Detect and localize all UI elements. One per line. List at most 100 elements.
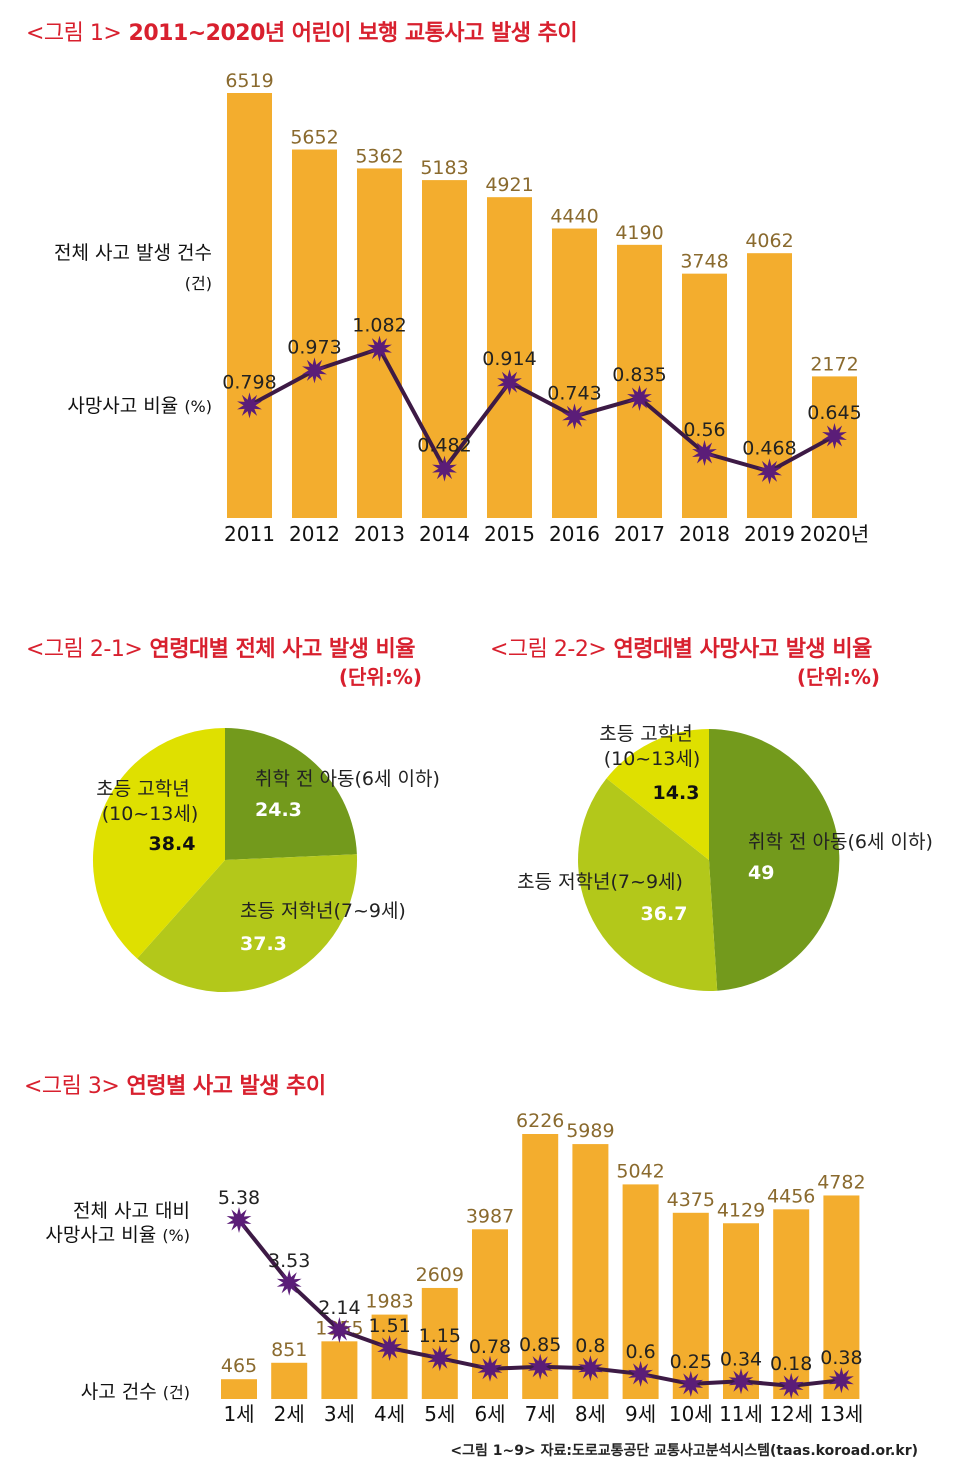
fig3-bar-5세	[421, 1287, 458, 1399]
fig3-bar-label-4세: 1983	[365, 1291, 413, 1313]
fig1-bar-label-2015: 4921	[485, 174, 533, 196]
fig1-rate-label-2012: 0.973	[287, 336, 341, 358]
fig1-bar-label-2012: 5652	[290, 127, 338, 149]
fig1-bar-label-2019: 4062	[745, 230, 793, 252]
fig1-rate-marker-2013	[367, 335, 392, 362]
fig1-rate-line	[248, 346, 836, 474]
fig3-bar-label-9세: 5042	[616, 1160, 664, 1182]
pie1-slice-1	[137, 854, 358, 993]
pie1-slice-2	[92, 727, 225, 959]
fig3-count-label-text: 사고 건수	[80, 1381, 157, 1403]
fig3-rate-label-2세: 3.53	[268, 1250, 310, 1272]
fig1-rate-label-text: 사망사고 비율	[67, 395, 179, 417]
fig3-bar-label-2세: 851	[271, 1339, 307, 1361]
fig1-bar-label-2011: 6519	[225, 70, 273, 92]
fig3-xtick-2세: 2세	[274, 1402, 305, 1426]
fig21-title: <그림 2-1> 연령대별 전체 사고 발생 비율	[26, 631, 415, 663]
fig1-xtick-2019: 2019	[744, 522, 795, 546]
pie1-value-2: 38.4	[149, 833, 196, 855]
fig1-rate-marker-2018	[692, 440, 717, 466]
fig3-xtick-7세: 7세	[525, 1402, 556, 1426]
pie2-value-0: 49	[748, 862, 774, 884]
fig1-xtick-2016: 2016	[549, 522, 600, 546]
fig1-xtick-2018: 2018	[679, 522, 730, 546]
pie1-label-0: 취학 전 아동(6세 이하)	[255, 768, 440, 790]
fig3-xtick-3세: 3세	[324, 1402, 355, 1426]
fig21-unit: (단위:%)	[338, 665, 422, 689]
fig1-xtick-2014: 2014	[419, 522, 470, 546]
fig1-total-unit: (건)	[184, 274, 212, 293]
fig3-count-label: 사고 건수 (건)	[81, 1377, 190, 1404]
fig1-rate-marker-2017	[627, 385, 652, 411]
fig3-rate-label-4세: 1.51	[368, 1315, 410, 1337]
fig3-bar-label-8세: 5989	[566, 1120, 614, 1142]
fig3-rate-marker-6세	[477, 1355, 503, 1382]
fig3-bar-2세	[271, 1362, 308, 1399]
fig3-rate-label-1세: 5.38	[218, 1187, 260, 1209]
fig3-rate-label-7세: 0.85	[519, 1334, 561, 1356]
fig1-bar-2012	[292, 149, 337, 518]
fig1-rate-marker-2020년	[822, 423, 847, 449]
fig3-bar-label-10세: 4375	[667, 1189, 715, 1211]
fig22-title: <그림 2-2> 연령대별 사망사고 발생 비율	[490, 631, 872, 663]
fig21-title-prefix: <그림 2-1>	[26, 637, 143, 662]
fig1-bar-2017	[617, 244, 662, 518]
fig1-title-prefix: <그림 1>	[26, 21, 122, 46]
fig22-title-text: 연령대별 사망사고 발생 비율	[613, 637, 872, 662]
fig3-title-text: 연령별 사고 발생 추이	[126, 1074, 327, 1099]
fig3-xtick-12세: 12세	[769, 1402, 813, 1426]
fig1-bar-label-2013: 5362	[355, 145, 403, 167]
fig22-unit: (단위:%)	[796, 665, 880, 689]
pie1-label-2a: 초등 고학년	[96, 778, 189, 800]
fig1-bar-2011	[227, 93, 272, 518]
fig1-xtick-2017: 2017	[614, 522, 665, 546]
fig1-rate-label-2016: 0.743	[547, 382, 601, 404]
fig3-rate-marker-13세	[829, 1367, 854, 1394]
pie2-slice-0	[709, 729, 840, 991]
fig3-rate-marker-11세	[728, 1368, 754, 1395]
fig3-xtick-13세: 13세	[819, 1402, 863, 1426]
fig1-rate-label-2015: 0.914	[482, 348, 536, 370]
fig3-xtick-4세: 4세	[374, 1402, 405, 1426]
fig1-rate-label-2020년: 0.645	[807, 402, 861, 424]
pie2-label-2a: 초등 고학년	[599, 723, 692, 745]
fig3-rate-label-11세: 0.34	[720, 1348, 762, 1370]
pie2-slice-2	[606, 729, 709, 860]
fig1-rate-label-2014: 0.482	[417, 435, 471, 457]
fig1-bar-label-2018: 3748	[680, 251, 728, 273]
pie2-value-1: 36.7	[641, 903, 688, 925]
fig3-bar-10세	[672, 1212, 709, 1399]
fig1-rate-marker-2015	[497, 369, 522, 396]
fig3-rate-label-3세: 2.14	[318, 1297, 360, 1319]
fig3-xtick-9세: 9세	[625, 1402, 656, 1426]
fig3-bar-label-7세: 6226	[516, 1110, 564, 1132]
fig1-rate-label-2019: 0.468	[742, 437, 796, 459]
fig3-count-label-unit: (건)	[162, 1383, 190, 1402]
fig21-title-text: 연령대별 전체 사고 발생 비율	[149, 637, 415, 662]
fig3-rate-label-6세: 0.78	[469, 1336, 511, 1358]
fig3-xtick-5세: 5세	[424, 1402, 455, 1426]
fig3-rate-label-5세: 1.15	[419, 1325, 461, 1347]
fig1-rate-marker-2016	[562, 403, 587, 430]
fig3-bar-1세	[221, 1379, 257, 1399]
fig3-bar-label-11세: 4129	[717, 1199, 765, 1221]
fig1-xtick-2015: 2015	[484, 522, 535, 546]
fig1-xtick-2013: 2013	[354, 522, 405, 546]
fig3-rate-marker-3세	[327, 1317, 352, 1343]
fig3-rate-label-13세: 0.38	[820, 1347, 862, 1369]
pie1-value-0: 24.3	[255, 799, 302, 821]
fig1-rate-label-2018: 0.56	[683, 419, 725, 441]
pie1-slice-0	[225, 728, 357, 860]
source-note: <그림 1~9> 자료:도로교통공단 교통사고분석시스템(taas.koroad…	[450, 1443, 918, 1459]
fig1-bar-label-2016: 4440	[550, 206, 598, 228]
fig1-rate-label-unit: (%)	[184, 397, 212, 416]
fig3-bar-label-13세: 4782	[817, 1171, 865, 1193]
fig3-title: <그림 3> 연령별 사고 발생 추이	[24, 1068, 326, 1100]
fig3-rate-label-9세: 0.6	[625, 1341, 655, 1363]
pie2-label-2b: (10~13세)	[604, 748, 701, 770]
fig3-rate-label-2: 사망사고 비율 (%)	[45, 1220, 190, 1247]
fig3-bar-label-12세: 4456	[767, 1185, 815, 1207]
fig3-rate-marker-2세	[276, 1269, 302, 1296]
fig3-rate-label-unit: (%)	[162, 1226, 190, 1245]
